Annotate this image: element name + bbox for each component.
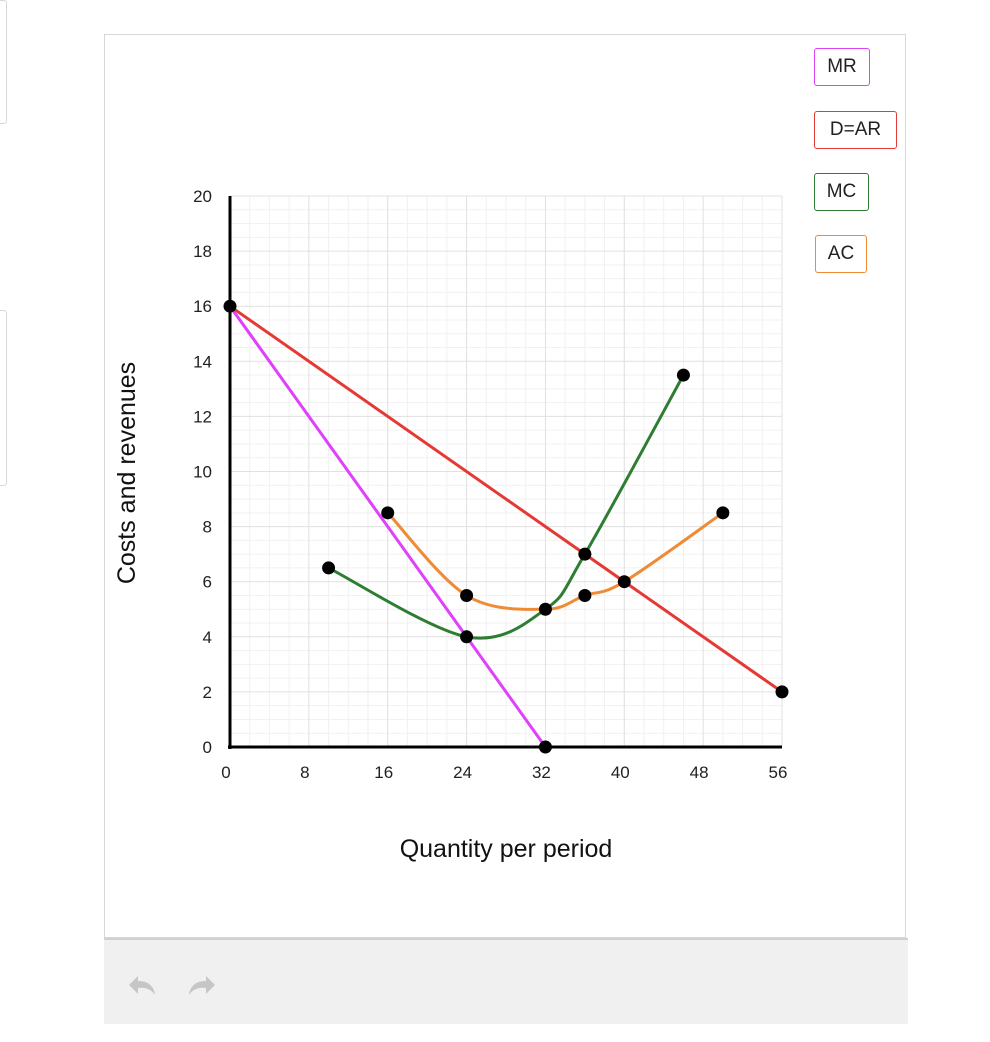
legend-mc-label: MC [826,181,857,202]
data-point [716,506,730,520]
data-point [578,588,592,602]
data-point [578,547,592,561]
y-tick-label: 6 [203,573,212,592]
x-tick-label: 32 [532,763,551,782]
x-tick-label: 40 [611,763,630,782]
y-tick-label: 0 [203,738,212,757]
redo-button[interactable] [184,974,218,1002]
undo-button[interactable] [126,974,160,1002]
legend-d-ar-label: D=AR [829,119,882,140]
y-tick-label: 2 [203,683,212,702]
legend-mr[interactable]: MR [814,48,870,86]
y-tick-label: 20 [193,187,212,206]
undo-arrow-icon [127,973,159,1004]
series-line-mr [228,304,547,749]
data-point [538,602,552,616]
data-point [676,368,690,382]
toolbar [104,938,908,1024]
y-tick-labels: 0 2 4 6 8 10 12 14 16 18 20 [193,187,212,757]
grid-major [229,195,783,748]
y-tick-label: 10 [193,463,212,482]
series-line-d-ar [228,304,784,694]
x-axis-label: Quantity per period [400,835,613,863]
y-tick-label: 14 [193,352,212,371]
y-tick-label: 16 [193,297,212,316]
data-point [460,588,474,602]
legend-mr-label: MR [827,56,857,77]
data-point [538,740,552,754]
data-point [460,630,474,644]
data-point [381,506,395,520]
x-tick-label: 24 [453,763,472,782]
data-point [775,685,789,699]
x-tick-labels: 0 8 16 24 32 40 48 56 [221,763,787,782]
x-tick-label: 16 [374,763,393,782]
legend-mc[interactable]: MC [814,173,869,211]
left-side-panel-edge [0,310,7,486]
data-point [223,299,237,313]
series-line-ac [386,511,725,611]
left-side-panel-edge [0,0,7,124]
axes [228,196,782,749]
legend-ac-label: AC [827,243,855,264]
y-tick-label: 8 [203,518,212,537]
series-lines [228,304,784,749]
y-tick-label: 12 [193,407,212,426]
graph-panel [104,34,906,938]
data-point [617,575,631,589]
x-tick-label: 56 [769,763,788,782]
y-tick-label: 18 [193,242,212,261]
x-tick-label: 48 [690,763,709,782]
y-tick-label: 4 [203,628,212,647]
data-point [322,561,336,575]
x-tick-label: 8 [300,763,309,782]
x-tick-label: 0 [221,763,230,782]
legend-ac[interactable]: AC [815,235,867,273]
data-markers [223,299,789,754]
y-axis-label: Costs and revenues [113,362,141,584]
redo-arrow-icon [185,973,217,1004]
legend-d-ar[interactable]: D=AR [814,111,897,149]
